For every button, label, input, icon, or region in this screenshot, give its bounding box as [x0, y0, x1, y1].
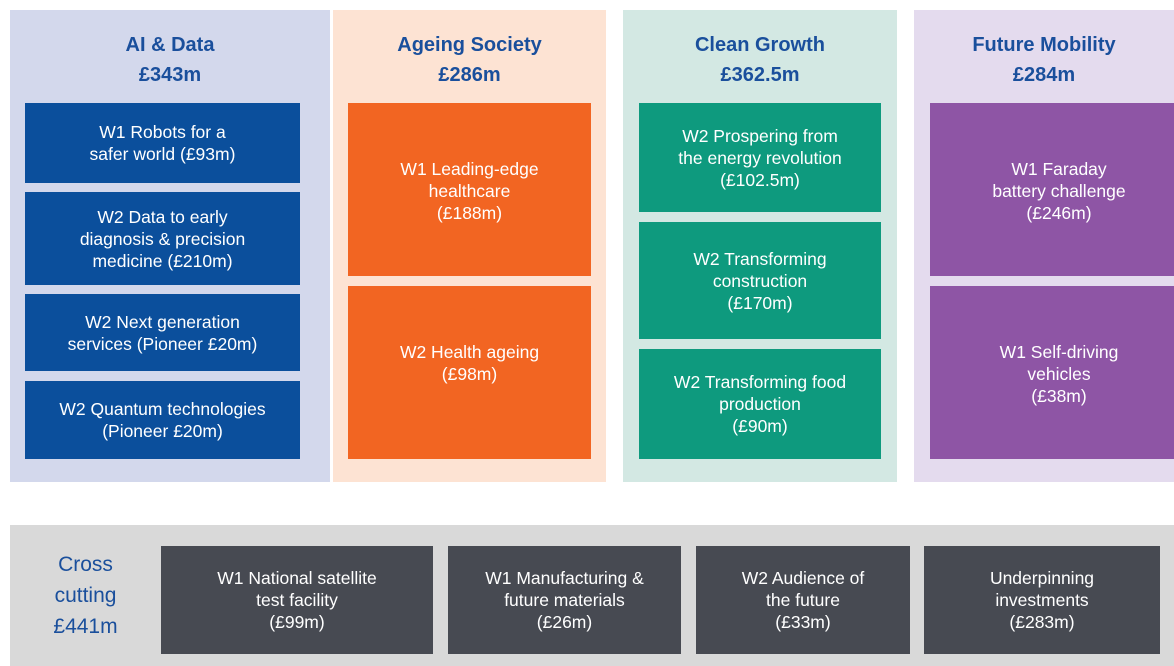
- cross-box: W1 National satellite test facility (£99m): [161, 546, 433, 654]
- box-text-line: services (Pioneer £20m): [67, 333, 258, 354]
- box-text-line: (£33m): [775, 612, 831, 632]
- cross-box: Underpinning investments (£283m): [924, 546, 1160, 654]
- box-text-line: (£99m): [269, 612, 325, 632]
- box-text-line: W2 Transforming food: [673, 372, 847, 392]
- challenge-box: W2 Transforming construction (£170m): [639, 222, 881, 339]
- box-text-line: (£170m): [727, 292, 793, 313]
- cross-box: W1 Manufacturing & future materials (£26m): [448, 546, 681, 654]
- box-text-line: W1 Manufacturing &: [485, 568, 644, 588]
- box-text-line: W1 Faraday: [1011, 159, 1107, 179]
- challenge-box: W2 Transforming food production (£90m): [639, 349, 881, 459]
- challenge-box: W1 Faraday battery challenge (£246m): [930, 103, 1174, 276]
- box-text-line: W1 Leading-edge: [400, 159, 539, 179]
- cross-amount: £441m: [53, 615, 118, 638]
- box-text-line: (Pioneer £20m): [102, 421, 223, 441]
- box-text-line: the future: [766, 590, 840, 610]
- box-text-line: W1 Self-driving: [999, 342, 1119, 362]
- box-text-line: safer world (£93m): [89, 144, 236, 164]
- theme-heading: AI & Data £343m: [10, 30, 330, 90]
- challenge-box: W2 Health ageing (£98m): [348, 286, 591, 459]
- box-text-line: (£26m): [536, 612, 593, 632]
- theme-amount: £362.5m: [720, 64, 800, 86]
- box-text-line: (£98m): [441, 364, 498, 384]
- box-text-line: (£38m): [1031, 386, 1087, 406]
- theme-amount: £286m: [438, 64, 501, 86]
- theme-panel: Ageing Society £286m W1 Leading-edge health…: [333, 10, 606, 482]
- box-text-line: the energy revolution: [678, 147, 842, 168]
- box-text-line: W2 Prospering from: [682, 125, 838, 146]
- box-text-line: investments: [995, 590, 1089, 610]
- box-text-line: medicine (£210m): [92, 250, 233, 271]
- challenge-box: W1 Robots for a safer world (£93m): [25, 103, 300, 183]
- box-text-line: diagnosis & precision: [79, 228, 246, 249]
- box-text-line: construction: [712, 270, 808, 291]
- theme-heading: Clean Growth £362.5m: [623, 30, 897, 90]
- box-text-line: (£246m): [1026, 203, 1092, 223]
- challenge-box: W1 Self-driving vehicles (£38m): [930, 286, 1174, 459]
- box-text-line: battery challenge: [992, 181, 1126, 201]
- theme-title: AI & Data: [125, 34, 215, 56]
- box-text-line: (£90m): [732, 416, 788, 436]
- cross-title-line: Cross: [58, 553, 113, 576]
- challenge-box: W2 Next generation services (Pioneer £20m…: [25, 294, 300, 371]
- theme-heading: Future Mobility £284m: [914, 30, 1174, 90]
- box-text-line: W1 National satellite: [217, 568, 377, 588]
- theme-amount: £284m: [1012, 64, 1076, 86]
- box-text-line: (£102.5m): [720, 169, 800, 190]
- box-text-line: healthcare: [428, 181, 511, 201]
- theme-title: Future Mobility: [972, 34, 1116, 56]
- challenge-box: W2 Data to early diagnosis & precision med…: [25, 192, 300, 285]
- theme-heading: Ageing Society £286m: [333, 30, 606, 90]
- box-text-line: (£188m): [436, 203, 503, 223]
- box-text-line: W2 Audience of: [741, 568, 865, 588]
- box-text-line: W2 Data to early: [97, 206, 228, 227]
- cross-title-line: cutting: [54, 584, 117, 607]
- box-text-line: W2 Health ageing: [399, 342, 540, 362]
- challenge-box: W1 Leading-edge healthcare (£188m): [348, 103, 591, 276]
- box-text-line: future materials: [504, 590, 625, 610]
- box-text-line: test facility: [256, 590, 338, 610]
- theme-amount: £343m: [138, 64, 202, 86]
- cross-cutting-panel: Cross cutting £441m W1 National satellite te…: [10, 525, 1174, 666]
- box-text-line: W2 Quantum technologies: [59, 399, 266, 419]
- box-text-line: W2 Next generation: [85, 311, 240, 332]
- box-text-line: production: [719, 394, 801, 414]
- box-text-line: W1 Robots for a: [99, 122, 226, 142]
- box-text-line: W2 Transforming: [693, 248, 827, 269]
- challenge-box: W2 Quantum technologies (Pioneer £20m): [25, 381, 300, 459]
- box-text-line: vehicles: [1027, 364, 1091, 384]
- theme-panel: Future Mobility £284m W1 Faraday battery ch…: [914, 10, 1174, 482]
- theme-title: Ageing Society: [397, 34, 542, 56]
- cross-box: W2 Audience of the future (£33m): [696, 546, 910, 654]
- theme-panel: AI & Data £343m W1 Robots for a safer world…: [10, 10, 330, 482]
- box-text-line: Underpinning: [989, 568, 1095, 588]
- theme-panel: Clean Growth £362.5m W2 Prospering from the…: [623, 10, 897, 482]
- box-text-line: (£283m): [1009, 612, 1075, 632]
- challenge-box: W2 Prospering from the energy revolution(…: [639, 103, 881, 212]
- theme-title: Clean Growth: [694, 34, 825, 56]
- cross-cutting-heading: Cross cutting £441m: [10, 549, 161, 642]
